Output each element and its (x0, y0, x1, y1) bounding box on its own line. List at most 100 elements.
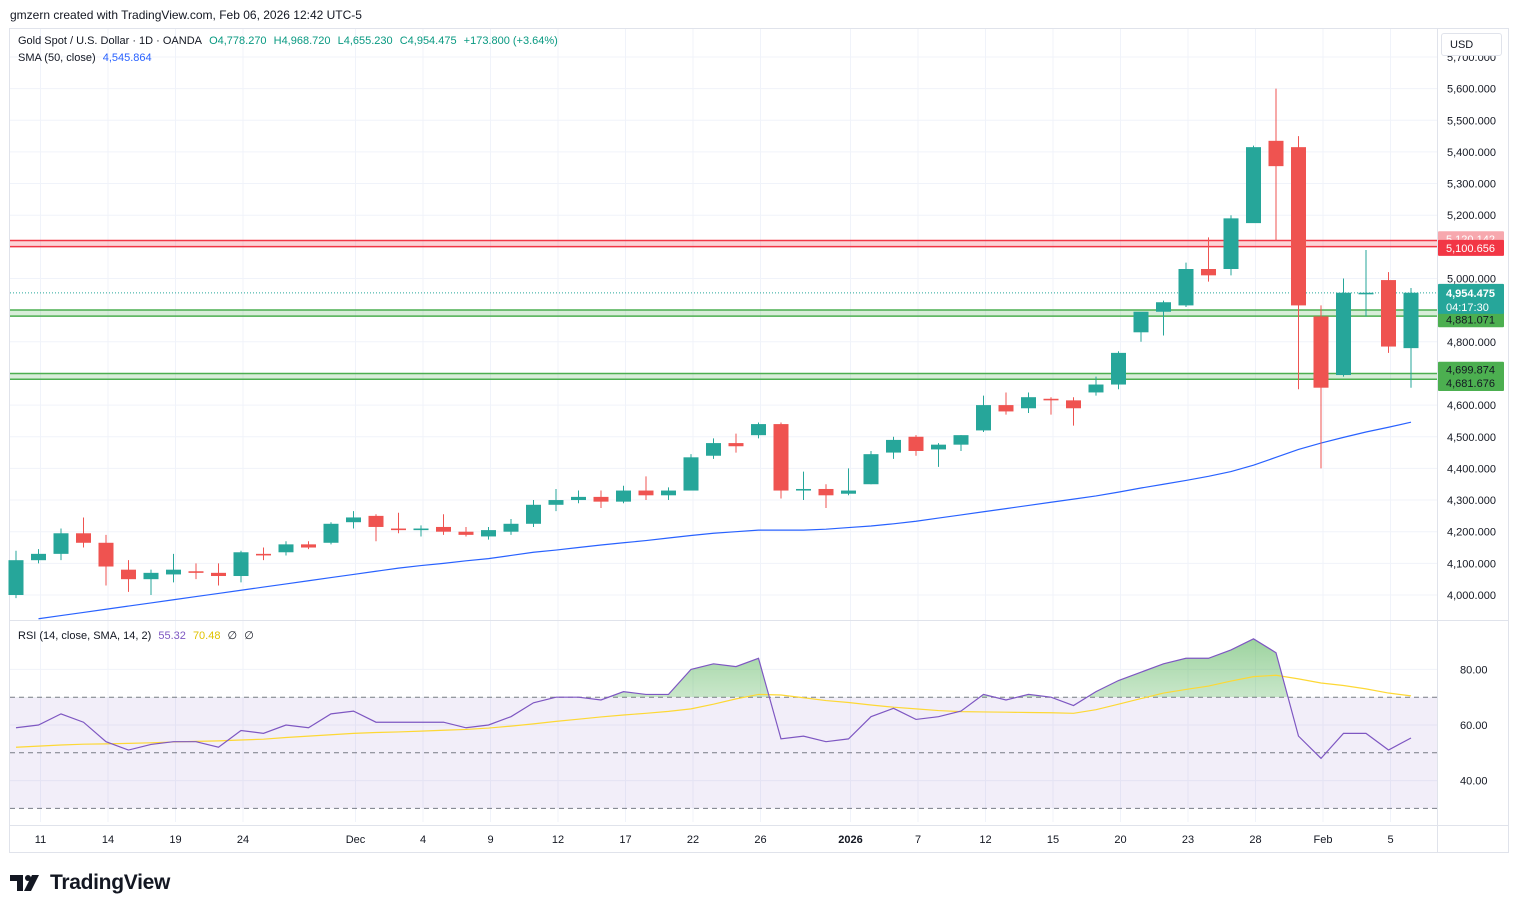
candle-body (436, 526, 451, 532)
horizontal-levels[interactable] (10, 239, 1437, 380)
rsi-extra-2: ∅ (244, 630, 254, 642)
candle (1133, 311, 1149, 342)
candle (391, 512, 406, 534)
rsi-value: 55.32 (158, 630, 186, 642)
candle-body (953, 435, 969, 445)
sma-value: 4,545.864 (102, 52, 152, 64)
time-tick-label: 9 (487, 834, 493, 846)
candle-body (616, 490, 631, 502)
candle (1156, 300, 1171, 336)
candle-body (458, 531, 474, 535)
candle-body (368, 515, 384, 527)
rsi-legend[interactable]: RSI (14, close, SMA, 14, 2) 55.32 70.48 … (18, 629, 258, 642)
rsi-overbought-fill (608, 638, 1289, 698)
high-value: H4,968.720 (273, 35, 331, 47)
candle-body (931, 444, 946, 450)
candle (53, 528, 69, 561)
candle-body (391, 528, 406, 531)
candle-body (706, 443, 721, 456)
support-lower-label-bg (1438, 361, 1504, 378)
rsi-tick-label: 40.00 (1460, 776, 1488, 788)
candle (481, 526, 496, 540)
candle-body (1133, 311, 1149, 333)
candle-body (1246, 147, 1261, 224)
candle (76, 517, 91, 548)
time-tick-label: 24 (237, 834, 249, 846)
candle-body (121, 569, 136, 580)
candle (1178, 262, 1194, 307)
candle (346, 511, 361, 529)
price-labels: 5,120.1425,100.6564,900.6544,881.0714,69… (1438, 231, 1504, 392)
candle (121, 560, 136, 592)
candle (841, 468, 856, 496)
countdown-label: 04:17:30 (1446, 302, 1489, 314)
rsi-extra-1: ∅ (227, 630, 238, 642)
chart-credit: gmzern created with TradingView.com, Feb… (10, 8, 362, 22)
candle (233, 550, 249, 583)
symbol-legend[interactable]: Gold Spot / U.S. Dollar · 1D · OANDA O4,… (18, 35, 562, 47)
rsi-tick-label: 80.00 (1460, 664, 1488, 676)
candle-body (1043, 398, 1059, 401)
candle-body (211, 572, 226, 577)
support-lower-label-2: 4,681.676 (1446, 378, 1495, 390)
price-tick-label: 4,100.000 (1447, 558, 1496, 570)
rsi-grid (10, 668, 1437, 809)
candle-body (818, 488, 834, 496)
rsi-ma-line (15, 674, 1412, 748)
candle-body (1223, 218, 1239, 270)
candle-body (323, 523, 339, 543)
tradingview-logo[interactable]: TradingView (10, 871, 171, 894)
rsi-line (15, 638, 1412, 760)
time-tick-label: Dec (346, 834, 366, 846)
candle (278, 541, 294, 556)
candle-body (1358, 292, 1374, 295)
candle (998, 392, 1014, 415)
candle-body (503, 523, 519, 532)
candle-body (526, 504, 541, 524)
candle (301, 541, 316, 550)
candle-body (751, 424, 766, 436)
candle (98, 534, 114, 586)
candle-body (1201, 269, 1216, 276)
sma-legend[interactable]: SMA (50, close) 4,545.864 (18, 52, 156, 64)
candle (413, 525, 429, 537)
candle-body (998, 405, 1014, 412)
candle-body (1088, 384, 1104, 393)
candle-body (256, 553, 271, 556)
candle (143, 569, 159, 595)
price-tick-label: 4,600.000 (1447, 400, 1496, 412)
currency-button[interactable]: USD (1441, 33, 1502, 56)
candle-body (571, 496, 586, 501)
candle (638, 476, 654, 501)
candle (593, 490, 609, 508)
candle (166, 553, 181, 583)
sma-layer (38, 421, 1412, 620)
candle-body (53, 533, 69, 554)
price-tick-label: 4,500.000 (1447, 432, 1496, 444)
candle (1043, 397, 1059, 415)
candle (863, 450, 879, 485)
candle (773, 422, 789, 499)
candle (1358, 250, 1374, 317)
price-tick-label: 4,300.000 (1447, 495, 1496, 507)
candle (188, 563, 204, 580)
time-tick-label: 26 (754, 834, 766, 846)
candle-body (76, 533, 91, 543)
candle (8, 550, 24, 599)
candle-body (1268, 140, 1284, 167)
time-tick-label: 5 (1387, 834, 1393, 846)
candle-body (976, 405, 991, 431)
candle (368, 514, 384, 542)
candle (728, 433, 744, 453)
candle (1291, 136, 1306, 390)
candle (1246, 145, 1261, 224)
rsi-ma-value: 70.48 (192, 630, 221, 642)
tradingview-wordmark: TradingView (50, 871, 171, 894)
candle-body (1336, 292, 1351, 376)
candle-body (166, 569, 181, 575)
candle-body (728, 443, 744, 447)
candle-body (1403, 292, 1419, 349)
candle-body (481, 530, 496, 537)
candle-body (346, 517, 361, 523)
